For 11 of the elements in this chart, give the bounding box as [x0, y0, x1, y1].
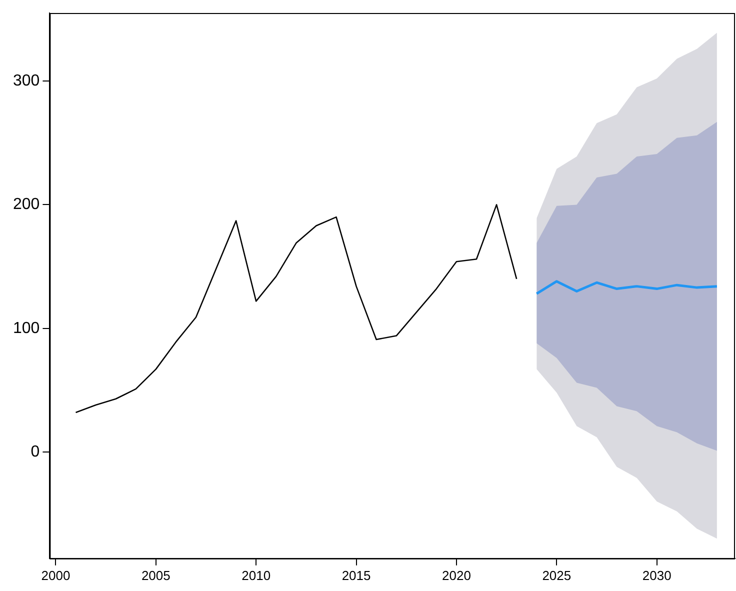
x-tick-label: 2010 [242, 568, 271, 583]
x-tick-label: 2025 [542, 568, 572, 583]
y-tick-label: 0 [30, 443, 40, 460]
x-tick-label: 2030 [642, 568, 672, 583]
y-tick-label: 100 [12, 320, 40, 337]
y-tick-label: 300 [12, 72, 40, 90]
x-tick-label: 2005 [141, 568, 170, 583]
x-tick-label: 2020 [442, 568, 471, 583]
x-tick-label: 2000 [41, 568, 70, 583]
x-tick-label: 2015 [342, 568, 371, 583]
y-tick-label: 200 [12, 196, 40, 214]
